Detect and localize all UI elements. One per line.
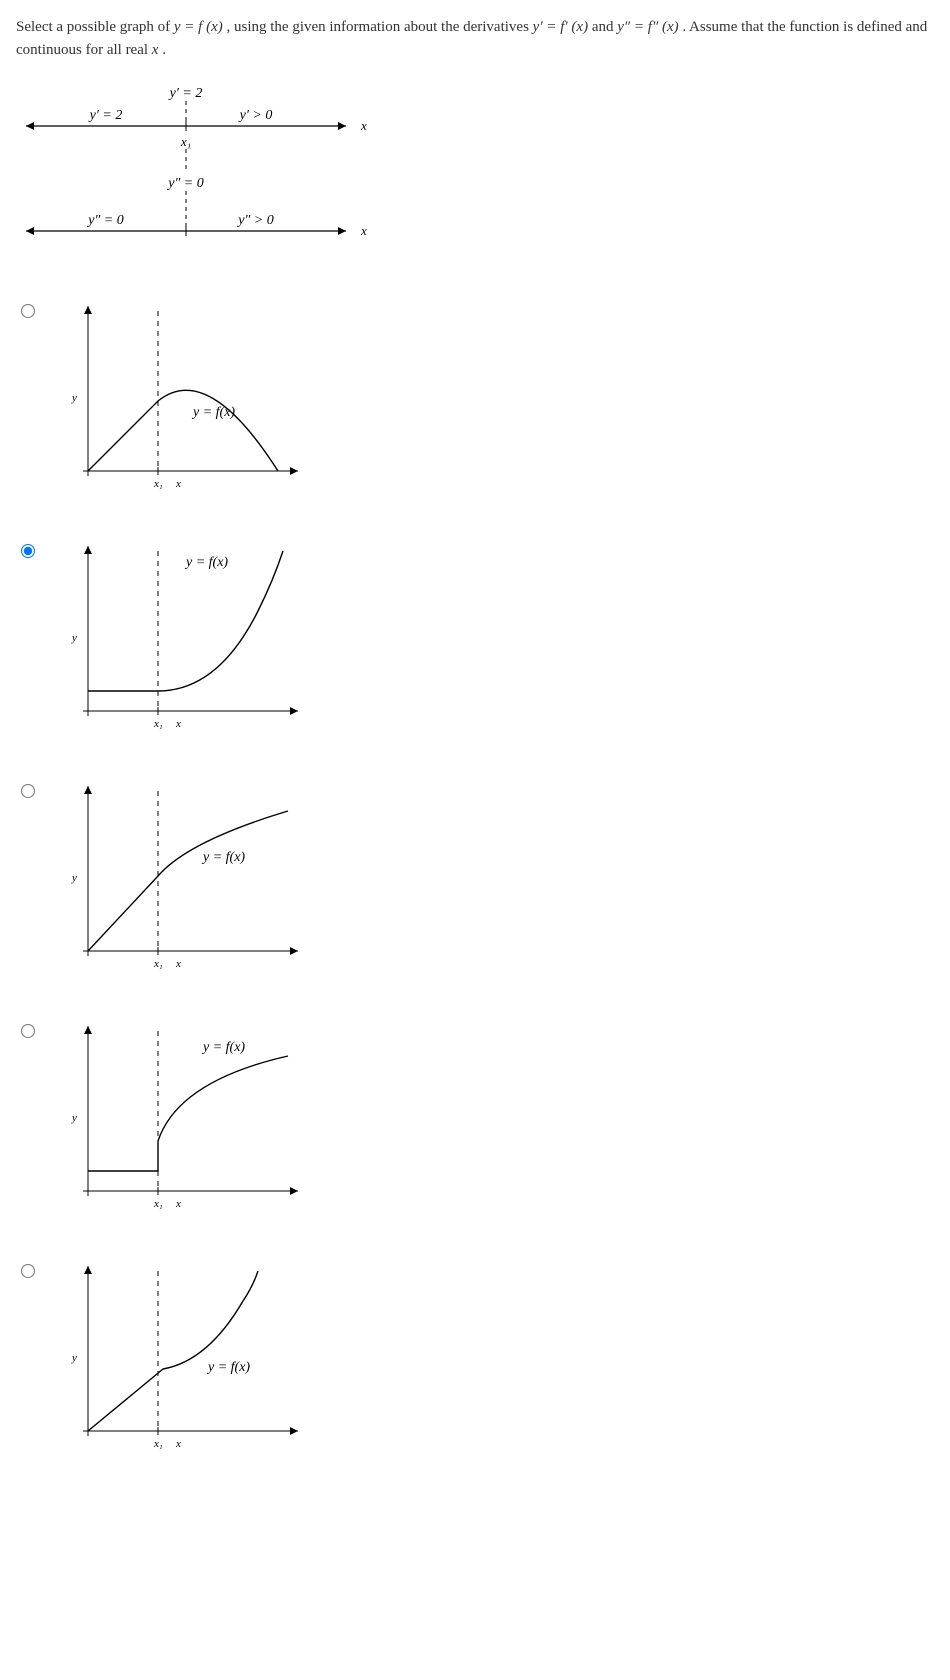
option-graph: y x₁ x y = f(x) bbox=[58, 781, 308, 991]
x-axis-arrow bbox=[290, 467, 298, 475]
sc-xlabel1: x bbox=[360, 118, 367, 133]
radio-column bbox=[16, 781, 58, 803]
option-row: y x₁ x y = f(x) bbox=[16, 301, 934, 511]
function-curve bbox=[88, 1056, 288, 1171]
sc-arrow1-left bbox=[26, 122, 34, 130]
x-axis-label: x bbox=[175, 1198, 181, 1210]
function-label: y = f(x) bbox=[191, 405, 235, 420]
options-list: y x₁ x y = f(x) y x₁ x y = f(x) y x₁ x y = f(x) y x₁ x… bbox=[16, 301, 934, 1471]
x1-label: x₁ bbox=[153, 718, 163, 730]
sign-chart: y′ = 2 x y′ = 2 y′ > 0 x₁ y″ = 0 x y″ = … bbox=[16, 81, 934, 251]
question-mid1: , using the given information about the … bbox=[226, 19, 532, 35]
question-eq1: y = f (x) bbox=[174, 19, 223, 35]
question-end: . bbox=[162, 42, 166, 58]
radio-column bbox=[16, 301, 58, 323]
question-eq4: x bbox=[152, 42, 159, 58]
option-radio[interactable] bbox=[21, 784, 35, 798]
sc-arrow1-right bbox=[338, 122, 346, 130]
sc-top1: y′ = 2 bbox=[168, 86, 203, 101]
function-curve bbox=[88, 811, 288, 951]
question-prefix: Select a possible graph of bbox=[16, 19, 174, 35]
function-curve bbox=[88, 551, 283, 691]
radio-column bbox=[16, 1021, 58, 1043]
x1-label: x₁ bbox=[153, 478, 163, 490]
x1-label: x₁ bbox=[153, 958, 163, 970]
sc-arrow2-left bbox=[26, 227, 34, 235]
sc-left1: y′ = 2 bbox=[88, 108, 123, 123]
sc-left2: y″ = 0 bbox=[86, 213, 124, 228]
function-label: y = f(x) bbox=[201, 1040, 245, 1055]
x-axis-arrow bbox=[290, 707, 298, 715]
y-axis-label: y bbox=[71, 1112, 77, 1124]
option-row: y x₁ x y = f(x) bbox=[16, 541, 934, 751]
option-graph: y x₁ x y = f(x) bbox=[58, 1261, 308, 1471]
option-graph: y x₁ x y = f(x) bbox=[58, 541, 308, 751]
y-axis-label: y bbox=[71, 392, 77, 404]
y-axis-label: y bbox=[71, 1352, 77, 1364]
function-label: y = f(x) bbox=[201, 850, 245, 865]
y-axis-label: y bbox=[71, 632, 77, 644]
y-axis-label: y bbox=[71, 872, 77, 884]
option-row: y x₁ x y = f(x) bbox=[16, 1261, 934, 1471]
radio-column bbox=[16, 1261, 58, 1283]
x-axis-label: x bbox=[175, 958, 181, 970]
sc-arrow2-right bbox=[338, 227, 346, 235]
question-text: Select a possible graph of y = f (x) , u… bbox=[16, 16, 934, 61]
radio-column bbox=[16, 541, 58, 563]
x-axis-arrow bbox=[290, 1427, 298, 1435]
x-axis-arrow bbox=[290, 947, 298, 955]
y-axis-arrow bbox=[84, 1026, 92, 1034]
sign-chart-svg: y′ = 2 x y′ = 2 y′ > 0 x₁ y″ = 0 x y″ = … bbox=[16, 81, 376, 251]
option-radio[interactable] bbox=[21, 544, 35, 558]
y-axis-arrow bbox=[84, 786, 92, 794]
x-axis-label: x bbox=[175, 718, 181, 730]
option-row: y x₁ x y = f(x) bbox=[16, 1021, 934, 1231]
question-eq3: y″ = f″ (x) bbox=[617, 19, 678, 35]
function-curve bbox=[88, 1271, 258, 1431]
option-graph: y x₁ x y = f(x) bbox=[58, 301, 308, 511]
option-radio[interactable] bbox=[21, 1024, 35, 1038]
y-axis-arrow bbox=[84, 546, 92, 554]
function-label: y = f(x) bbox=[206, 1360, 250, 1375]
option-graph: y x₁ x y = f(x) bbox=[58, 1021, 308, 1231]
x-axis-arrow bbox=[290, 1187, 298, 1195]
x1-label: x₁ bbox=[153, 1198, 163, 1210]
sc-right2: y″ > 0 bbox=[236, 213, 274, 228]
y-axis-arrow bbox=[84, 1266, 92, 1274]
function-label: y = f(x) bbox=[184, 555, 228, 570]
sc-right1: y′ > 0 bbox=[238, 108, 273, 123]
function-curve bbox=[88, 390, 278, 471]
x-axis-label: x bbox=[175, 1438, 181, 1450]
x1-label: x₁ bbox=[153, 1438, 163, 1450]
option-radio[interactable] bbox=[21, 304, 35, 318]
x-axis-label: x bbox=[175, 478, 181, 490]
sc-top2: y″ = 0 bbox=[166, 176, 204, 191]
sc-x1-label: x₁ bbox=[180, 134, 191, 149]
option-radio[interactable] bbox=[21, 1264, 35, 1278]
question-eq2: y′ = f′ (x) bbox=[533, 19, 588, 35]
y-axis-arrow bbox=[84, 306, 92, 314]
question-mid2: and bbox=[592, 19, 617, 35]
option-row: y x₁ x y = f(x) bbox=[16, 781, 934, 991]
sc-xlabel2: x bbox=[360, 223, 367, 238]
